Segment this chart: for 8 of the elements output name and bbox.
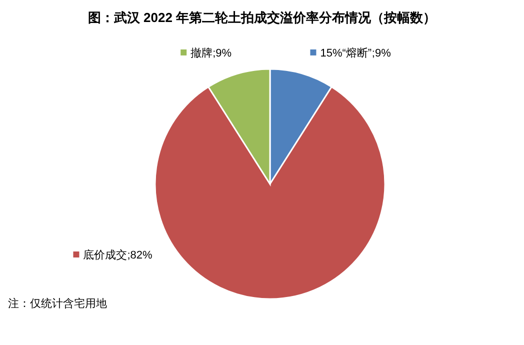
legend-label: 撤牌 (190, 46, 213, 60)
data-label: ;9% (372, 47, 392, 60)
data-label: ;9% (212, 47, 232, 60)
text: 注：仅统计含宅用地 (8, 297, 107, 310)
legend-label: 底价成交 (83, 248, 128, 262)
legend-label: 15%“熔断” (320, 46, 372, 60)
chart-title: 图：武汉 2022 年第二轮土拍成交溢价率分布情况（按幅数） (88, 10, 436, 25)
data-label: ;82% (127, 249, 153, 262)
